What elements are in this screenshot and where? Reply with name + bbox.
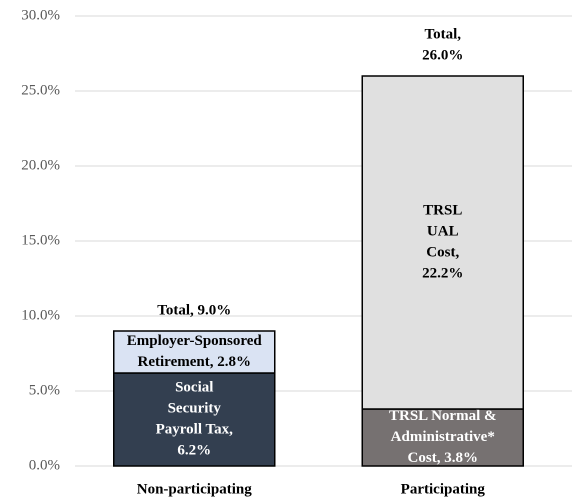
segment-label: Security bbox=[168, 400, 222, 416]
x-tick-label: Non-participating bbox=[137, 481, 253, 497]
y-tick-label: 25.0% bbox=[21, 82, 60, 98]
total-label: Total, 9.0% bbox=[157, 302, 231, 318]
total-label: 26.0% bbox=[422, 47, 463, 63]
y-tick-label: 30.0% bbox=[21, 7, 60, 23]
segment-label: Social bbox=[175, 379, 213, 395]
y-tick-label: 5.0% bbox=[29, 382, 60, 398]
segment-label: Employer-Sponsored bbox=[127, 333, 263, 349]
segment-label: 6.2% bbox=[177, 442, 211, 458]
total-label: Total, bbox=[424, 26, 461, 42]
y-tick-label: 10.0% bbox=[21, 307, 60, 323]
segment-label: Cost, bbox=[426, 244, 459, 260]
segment-label: TRSL Normal & bbox=[389, 408, 497, 424]
segment-label: 22.2% bbox=[422, 265, 463, 281]
segment-label: TRSL bbox=[423, 202, 462, 218]
x-tick-label: Participating bbox=[401, 481, 486, 497]
bar-segment bbox=[361, 408, 524, 467]
segment-label: Payroll Tax, bbox=[156, 421, 233, 437]
segment-label: UAL bbox=[427, 223, 459, 239]
y-tick-label: 0.0% bbox=[29, 457, 60, 473]
bar-segment bbox=[113, 372, 276, 467]
segment-label: Administrative* bbox=[391, 429, 495, 445]
y-tick-label: 20.0% bbox=[21, 157, 60, 173]
segment-label: Cost, 3.8% bbox=[408, 450, 478, 466]
bar-segment bbox=[361, 75, 524, 410]
y-tick-label: 15.0% bbox=[21, 232, 60, 248]
segment-label: Retirement, 2.8% bbox=[138, 354, 251, 370]
bar-segment bbox=[113, 330, 276, 374]
